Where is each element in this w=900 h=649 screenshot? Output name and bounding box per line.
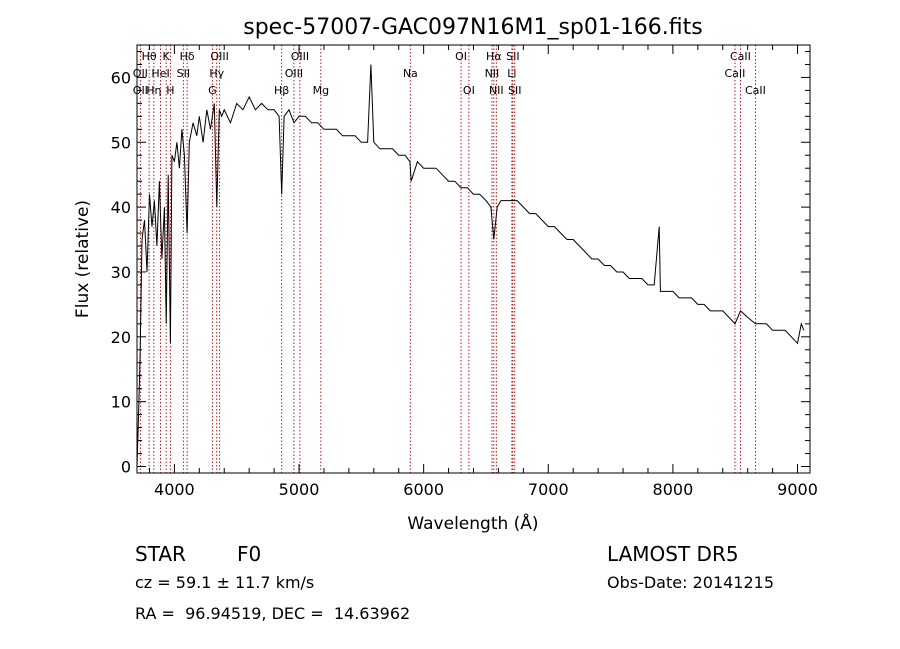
line-label-15: Mg: [313, 84, 329, 97]
line-label-14: Hβ: [274, 84, 289, 97]
y-tick-label-3: 30: [111, 263, 131, 282]
line-label-27: CaII: [745, 84, 766, 97]
line-label-10: Hγ: [209, 67, 224, 80]
line-label-18: OI: [463, 84, 475, 97]
line-label-19: Hα: [486, 50, 502, 63]
x-tick-label-0: 4000: [154, 480, 195, 499]
x-axis: 4000 5000 6000 7000 8000 9000: [148, 45, 818, 499]
object-class: STAR: [135, 542, 186, 566]
line-label-26: CaII: [725, 67, 746, 80]
line-label-4: HeI: [151, 67, 169, 80]
line-label-5: Hη: [146, 84, 161, 97]
y-tick-label-6: 60: [111, 68, 131, 87]
line-label-21: NII: [485, 67, 500, 80]
spectrum-series: [136, 64, 805, 467]
x-axis-label: Wavelength (Å): [407, 512, 538, 534]
spectrum-line-0: [136, 64, 805, 467]
line-label-16: Na: [403, 67, 418, 80]
y-tick-label-2: 20: [111, 328, 131, 347]
y-tick-label-1: 10: [111, 393, 131, 412]
observation-date: Obs-Date: 20141215: [607, 573, 775, 592]
line-label-3: K: [163, 50, 171, 63]
line-label-20: SII: [506, 50, 519, 63]
x-tick-label-1: 5000: [279, 480, 320, 499]
line-label-1: OII: [133, 67, 148, 80]
y-tick-label-4: 40: [111, 198, 131, 217]
survey-name: LAMOST DR5: [607, 542, 739, 566]
line-label-22: Li: [507, 67, 516, 80]
line-label-0: Hθ: [142, 50, 157, 63]
line-label-23: NII: [489, 84, 504, 97]
redshift-velocity: cz = 59.1 ± 11.7 km/s: [135, 573, 315, 592]
x-tick-label-2: 6000: [403, 480, 444, 499]
line-label-12: OIII: [291, 50, 309, 63]
line-label-6: Hδ: [180, 50, 195, 63]
line-label-8: H: [166, 84, 174, 97]
coordinates: RA = 96.94519, DEC = 14.63962: [135, 604, 411, 623]
y-axis-label: Flux (relative): [73, 200, 93, 318]
x-tick-label-3: 7000: [528, 480, 569, 499]
y-tick-label-0: 0: [121, 458, 131, 477]
line-label-13: OIII: [285, 67, 303, 80]
line-label-7: SII: [177, 67, 190, 80]
line-label-9: OIII: [210, 50, 228, 63]
x-tick-label-4: 8000: [653, 480, 694, 499]
y-tick-label-5: 50: [111, 133, 131, 152]
line-label-11: G: [208, 84, 217, 97]
y-axis: 0 10 20 30 40 50 60: [111, 50, 810, 477]
line-label-25: CaII: [730, 50, 751, 63]
line-label-24: SII: [508, 84, 521, 97]
object-subclass: F0: [237, 542, 262, 566]
line-label-17: OI: [455, 50, 467, 63]
plot-frame: [136, 44, 811, 474]
x-tick-label-5: 9000: [777, 480, 818, 499]
chart-title: spec-57007-GAC097N16M1_sp01-166.fits: [243, 15, 703, 40]
